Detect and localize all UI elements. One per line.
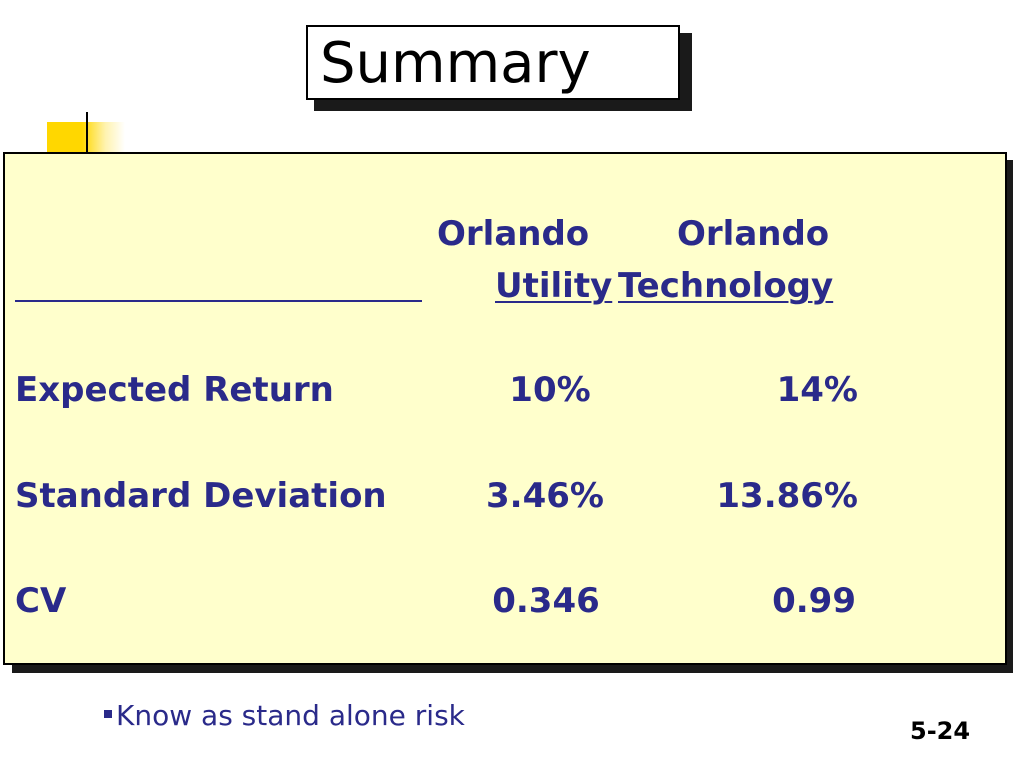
cell-technology-standard-deviation: 13.86%: [716, 476, 858, 516]
summary-panel: [3, 152, 1007, 665]
header-technology-bottom: Technology: [618, 266, 834, 306]
header-technology-top: Orlando: [677, 214, 830, 254]
cell-technology-expected-return: 14%: [776, 370, 858, 410]
cell-utility-cv: 0.346: [492, 581, 600, 621]
cell-utility-expected-return: 10%: [509, 370, 591, 410]
slide-number: 5-24: [910, 717, 971, 745]
title-box: Summary: [306, 25, 680, 100]
bullet-square-icon: [104, 710, 112, 718]
blank-label-rule: [15, 300, 422, 302]
header-utility-bottom: Utility: [495, 266, 613, 306]
bullet-text: Know as stand alone risk: [116, 699, 465, 732]
cell-utility-standard-deviation: 3.46%: [486, 476, 604, 516]
row-label-cv: CV: [15, 581, 67, 621]
bullet-item: Know as stand alone risk: [104, 701, 465, 731]
row-label-standard-deviation: Standard Deviation: [15, 476, 387, 516]
slide-title: Summary: [320, 31, 591, 96]
header-utility-top: Orlando: [437, 214, 590, 254]
accent-line: [86, 112, 88, 158]
cell-technology-cv: 0.99: [772, 581, 856, 621]
row-label-expected-return: Expected Return: [15, 370, 334, 410]
